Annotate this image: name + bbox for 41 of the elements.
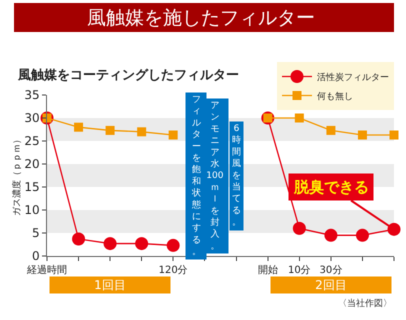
y-tick-label: 35 xyxy=(24,88,40,102)
chart-subtitle: 風触媒をコーティングしたフィルター xyxy=(17,68,239,83)
point xyxy=(390,130,398,140)
text: 1回目 xyxy=(94,278,126,292)
y-axis-title: ガス濃度（ｐｐｍ） xyxy=(12,135,23,216)
point xyxy=(166,238,180,252)
point xyxy=(294,114,304,122)
text: 6時間風を当てる。 xyxy=(232,124,241,228)
x-tick-label: 120分 xyxy=(158,264,188,276)
annotation: 脱臭できる xyxy=(293,178,369,196)
point xyxy=(74,122,84,132)
legend-label: 何も無し xyxy=(317,91,353,102)
y-tick-label: 5 xyxy=(32,226,40,240)
point xyxy=(358,130,367,140)
y-tick-label: 0 xyxy=(32,249,40,264)
x-tick-label: 10分 xyxy=(288,264,311,276)
text: フィルターを飽和状態にする。 xyxy=(192,95,201,258)
point xyxy=(106,126,115,135)
legend-label: 活性炭フィルター xyxy=(317,72,389,84)
point xyxy=(137,127,146,136)
y-tick-label: 20 xyxy=(24,157,40,172)
chart-title: 風触媒を施したフィルター xyxy=(87,7,315,29)
y-tick-label: 15 xyxy=(24,180,40,194)
point xyxy=(168,130,178,140)
point xyxy=(104,237,117,250)
text: 2回目 xyxy=(315,278,347,292)
x-tick-label: 開始 xyxy=(258,265,278,276)
y-tick-label: 25 xyxy=(24,134,40,148)
y-tick-label: 30 xyxy=(24,111,40,126)
point xyxy=(326,126,336,135)
point xyxy=(388,222,400,236)
point xyxy=(324,228,338,242)
point xyxy=(135,237,148,250)
point xyxy=(72,232,86,246)
text: アンモニア水100ｍｌを封入。 xyxy=(206,101,224,252)
point xyxy=(356,228,369,242)
text: 〈当社作図〉 xyxy=(338,298,392,309)
x-tick-label: 経過時間 xyxy=(26,264,67,276)
x-tick-label: 30分 xyxy=(320,264,342,276)
point xyxy=(292,222,306,235)
y-tick-label: 10 xyxy=(24,203,40,218)
